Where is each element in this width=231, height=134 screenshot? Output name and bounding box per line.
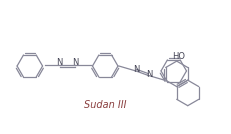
- Text: Sudan III: Sudan III: [84, 100, 126, 110]
- Text: N: N: [72, 58, 79, 67]
- Text: HO: HO: [171, 52, 184, 61]
- Text: N: N: [56, 58, 62, 67]
- Text: N: N: [133, 65, 139, 75]
- Text: N: N: [146, 70, 152, 79]
